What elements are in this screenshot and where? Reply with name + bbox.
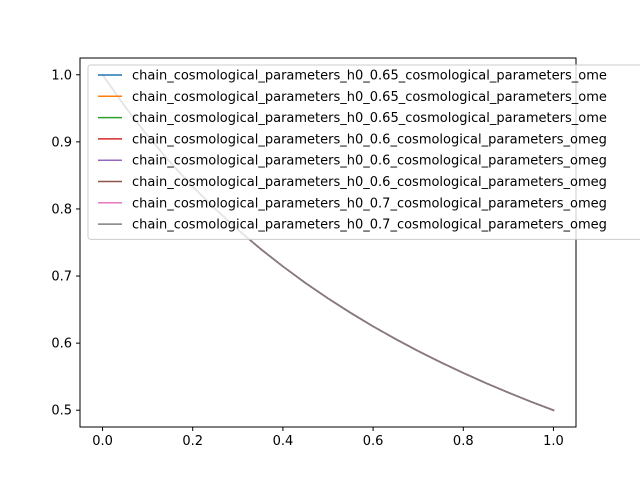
legend-entry-label: chain_cosmological_parameters_h0_0.7_cos… [132,218,607,233]
y-tick-label: 0.6 [51,337,72,352]
x-axis: 0.0 0.2 0.4 0.6 0.8 1.0 [92,427,564,449]
x-tick-label: 0.8 [453,434,474,449]
y-tick-label: 0.5 [51,404,72,419]
y-tick-label: 0.7 [51,270,72,285]
legend-entry-label: chain_cosmological_parameters_h0_0.7_cos… [132,196,607,211]
x-tick-label: 0.6 [363,434,384,449]
x-tick-label: 0.0 [92,434,113,449]
legend-entry-label: chain_cosmological_parameters_h0_0.6_cos… [132,132,607,147]
x-tick-label: 0.4 [273,434,294,449]
plot-frame [79,57,577,428]
legend-entry-label: chain_cosmological_parameters_h0_0.6_cos… [132,175,607,190]
legend-box [87,64,640,240]
legend-entry-label: chain_cosmological_parameters_h0_0.65_co… [132,111,607,126]
y-axis: 0.5 0.6 0.7 0.8 0.9 1.0 [51,68,80,419]
legend: chain_cosmological_parameters_h0_0.65_co… [87,64,640,240]
x-tick-label: 1.0 [543,434,564,449]
y-tick-label: 0.9 [51,135,72,150]
legend-entry-label: chain_cosmological_parameters_h0_0.65_co… [132,90,607,105]
legend-entry-label: chain_cosmological_parameters_h0_0.6_cos… [132,154,607,169]
y-tick-label: 1.0 [51,68,72,83]
x-tick-label: 0.2 [182,434,203,449]
y-tick-label: 0.8 [51,202,72,217]
legend-entry-label: chain_cosmological_parameters_h0_0.65_co… [132,69,607,84]
